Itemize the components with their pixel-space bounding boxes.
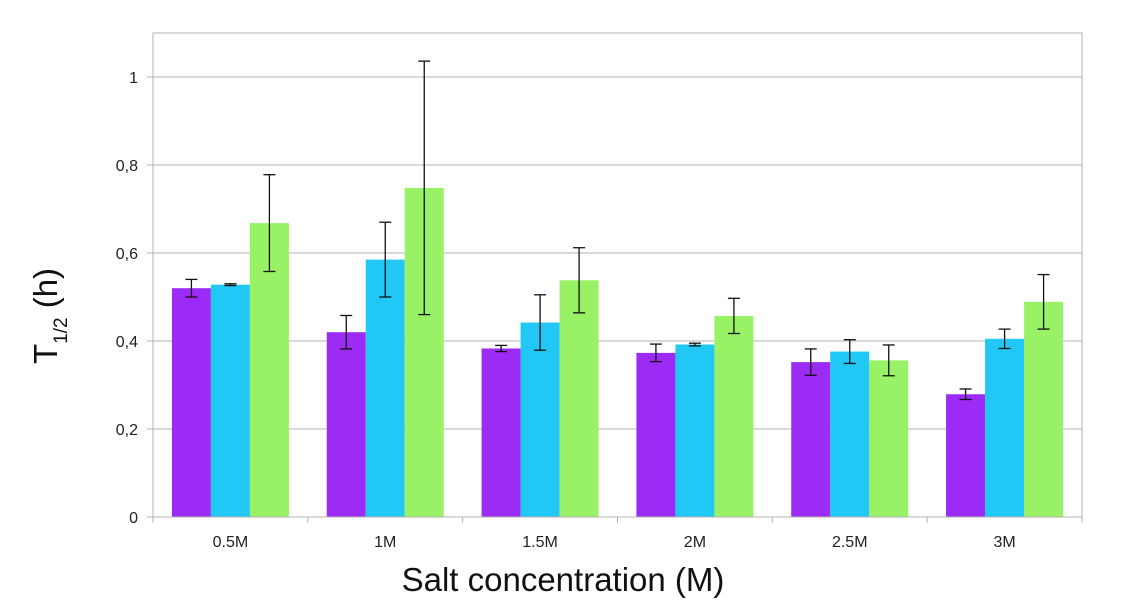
y-axis-title-unit: (h) (27, 268, 64, 318)
y-tick-labels: 0 0,2 0,4 0,6 0,8 1 (116, 70, 138, 527)
bar (675, 344, 715, 517)
bar (365, 259, 405, 517)
y-axis-title: T1/2 (h) (27, 268, 72, 364)
x-axis-title: Salt concentration (M) (402, 561, 725, 598)
y-tick-label: 1 (129, 70, 138, 87)
error-bar (418, 60, 431, 316)
error-bar (379, 221, 392, 298)
y-tick-label: 0,8 (116, 158, 138, 175)
x-tick-label: 0.5M (213, 534, 249, 551)
error-bar (495, 344, 508, 353)
error-bars (185, 60, 1050, 401)
x-tick-label: 1M (374, 534, 396, 551)
bar (869, 360, 909, 517)
error-bar (1037, 273, 1050, 330)
y-axis-title-main: T (27, 344, 64, 364)
x-tick-labels: 0.5M 1M 1.5M 2M 2.5M 3M (213, 534, 1016, 551)
grid-lines (153, 76, 1082, 430)
bar (210, 284, 250, 517)
bar (830, 351, 870, 517)
bar (714, 315, 754, 517)
error-bar (843, 339, 856, 365)
error-bar (804, 348, 817, 376)
error-bar (534, 294, 547, 351)
error-bar (727, 297, 740, 335)
bar (791, 362, 831, 517)
error-bar (959, 388, 972, 401)
bar (171, 288, 211, 517)
x-tick-label: 3M (993, 534, 1015, 551)
bar (1024, 301, 1064, 517)
bars (171, 187, 1064, 517)
y-axis-title-subscript: 1/2 (51, 317, 72, 343)
error-bar (688, 342, 701, 347)
plot-area-frame (152, 32, 1083, 518)
bar (326, 332, 366, 517)
bar (559, 280, 599, 517)
x-tick-label: 2M (684, 534, 706, 551)
error-bar (224, 283, 237, 287)
bar (481, 348, 521, 517)
y-tick-label: 0 (129, 510, 138, 527)
error-bar (649, 343, 662, 363)
x-tick-label: 2.5M (832, 534, 868, 551)
y-tick-label: 0,6 (116, 246, 138, 263)
bar (636, 352, 676, 517)
error-bar (263, 174, 276, 273)
error-bar (998, 328, 1011, 350)
error-bar (573, 247, 586, 314)
x-tick-label: 1.5M (522, 534, 558, 551)
bar (985, 338, 1025, 517)
error-bar (340, 314, 353, 350)
error-bar (185, 278, 198, 298)
bar (946, 394, 986, 517)
axes (147, 76, 1083, 523)
bar (520, 322, 560, 517)
y-tick-label: 0,2 (116, 422, 138, 439)
error-bar (882, 344, 895, 377)
y-tick-label: 0,4 (116, 334, 138, 351)
